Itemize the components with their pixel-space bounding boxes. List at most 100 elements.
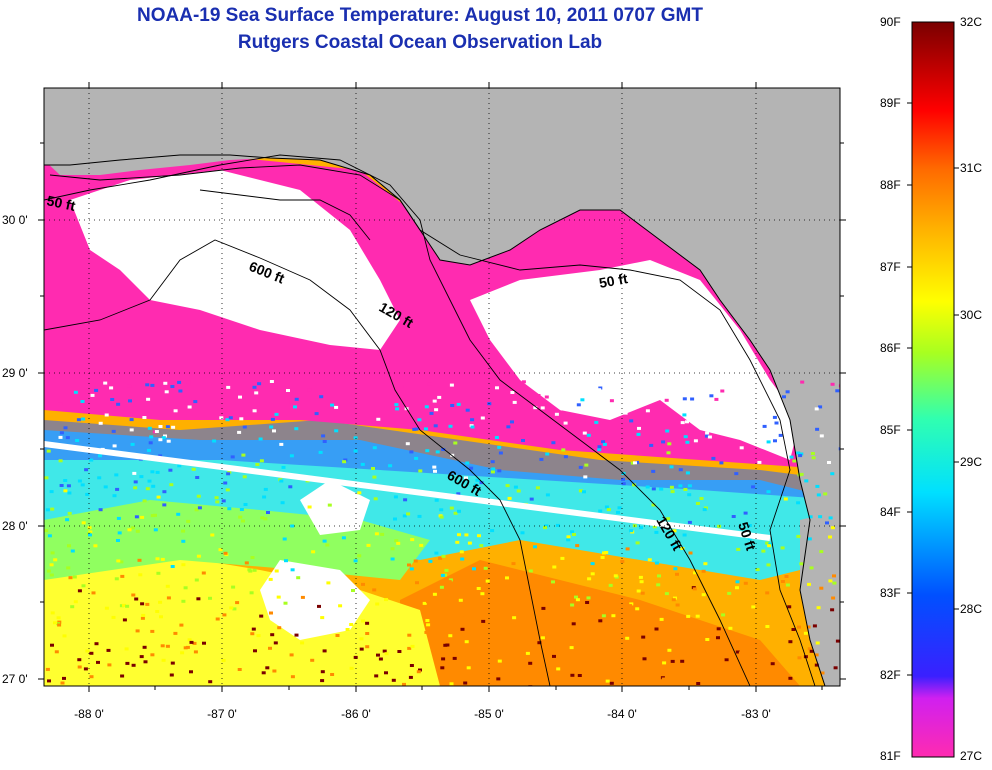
sst-speckle xyxy=(345,628,350,631)
sst-speckle xyxy=(441,448,446,451)
sst-speckle xyxy=(426,623,431,627)
sst-speckle xyxy=(497,445,502,449)
sst-speckle xyxy=(807,582,811,586)
sst-speckle xyxy=(176,512,181,516)
sst-speckle xyxy=(148,441,153,445)
sst-speckle xyxy=(440,573,445,577)
sst-speckle xyxy=(156,495,161,499)
sst-speckle xyxy=(765,591,770,595)
sst-speckle xyxy=(685,440,690,444)
sst-speckle xyxy=(605,679,610,683)
sst-speckle xyxy=(307,505,312,509)
sst-speckle xyxy=(80,400,85,403)
sst-speckle xyxy=(165,584,170,588)
sst-speckle xyxy=(480,652,485,656)
sst-speckle xyxy=(49,563,54,567)
sst-speckle xyxy=(334,429,339,433)
sst-speckle xyxy=(325,543,330,547)
sst-speckle xyxy=(407,563,411,567)
sst-speckle xyxy=(384,598,388,602)
sst-speckle xyxy=(66,484,71,488)
sst-speckle xyxy=(127,528,132,532)
sst-speckle xyxy=(592,664,597,668)
sst-speckle xyxy=(394,403,399,407)
sst-speckle xyxy=(452,656,457,660)
sst-speckle xyxy=(555,523,560,527)
sst-speckle xyxy=(353,655,358,659)
sst-speckle xyxy=(743,511,748,515)
sst-speckle xyxy=(695,614,700,618)
sst-speckle xyxy=(222,613,227,617)
sst-speckle xyxy=(59,484,64,487)
sst-speckle xyxy=(335,634,340,637)
sst-speckle xyxy=(140,616,145,620)
sst-speckle xyxy=(259,459,264,463)
sst-speckle xyxy=(349,666,354,670)
sst-speckle xyxy=(772,415,777,419)
sst-speckle xyxy=(775,409,780,413)
sst-speckle xyxy=(799,472,804,476)
sst-speckle xyxy=(145,383,150,387)
sst-speckle xyxy=(711,637,716,640)
sst-speckle xyxy=(460,677,465,681)
sst-speckle xyxy=(613,647,618,651)
land-mass xyxy=(44,88,840,530)
sst-speckle xyxy=(143,660,148,664)
sst-speckle xyxy=(707,435,712,439)
sst-speckle xyxy=(410,538,415,542)
sst-speckle xyxy=(701,569,706,573)
sst-speckle xyxy=(640,591,645,595)
sst-speckle xyxy=(659,487,664,491)
sst-speckle xyxy=(766,563,771,567)
sst-speckle xyxy=(225,418,230,422)
sst-speckle xyxy=(787,605,792,609)
sst-speckle xyxy=(735,650,740,654)
sst-speckle xyxy=(84,468,89,472)
sst-speckle xyxy=(785,583,790,587)
sst-speckle xyxy=(702,508,707,512)
sst-speckle xyxy=(322,440,327,443)
sst-speckle xyxy=(365,645,370,649)
sst-speckle xyxy=(426,599,430,603)
lon-label-87: -87 0' xyxy=(207,707,237,721)
sst-speckle xyxy=(419,543,424,547)
sst-speckle xyxy=(125,604,130,608)
sst-speckle xyxy=(768,542,773,546)
coastline xyxy=(44,154,826,686)
sst-speckle xyxy=(676,625,681,629)
sst-speckle xyxy=(719,461,724,465)
sst-speckle xyxy=(582,664,587,668)
sst-speckle xyxy=(155,470,160,474)
sst-speckle xyxy=(372,446,377,450)
sst-speckle xyxy=(811,456,816,460)
sst-speckle xyxy=(196,597,201,601)
sst-speckle xyxy=(635,607,640,611)
sst-speckle xyxy=(586,433,591,437)
sst-speckle xyxy=(94,388,99,392)
sst-speckle xyxy=(434,551,439,555)
sst-speckle xyxy=(185,645,190,649)
sst-speckle xyxy=(330,403,335,407)
sst-speckle xyxy=(221,499,226,503)
sst-speckle xyxy=(755,568,760,572)
sst-speckle xyxy=(77,479,82,483)
sst-speckle xyxy=(832,574,836,578)
lat-label-30: 30 0' xyxy=(2,213,28,227)
sst-speckle xyxy=(395,407,400,411)
sst-speckle xyxy=(384,652,389,656)
sst-speckle xyxy=(427,382,432,386)
sst-speckle xyxy=(290,675,295,679)
sst-speckle xyxy=(63,489,68,493)
sst-speckle xyxy=(582,490,586,494)
sst-speckle xyxy=(425,449,430,453)
sst-speckle xyxy=(838,447,840,451)
sst-speckle xyxy=(567,403,572,407)
sst-speckle xyxy=(587,577,592,581)
sst-speckle xyxy=(407,633,412,637)
sst-speckle xyxy=(131,663,136,667)
sst-speckle xyxy=(637,426,641,430)
sst-speckle xyxy=(223,551,228,555)
sst-speckle xyxy=(424,427,428,431)
sst-speckle xyxy=(409,664,414,667)
lon-label-84: -84 0' xyxy=(607,707,637,721)
